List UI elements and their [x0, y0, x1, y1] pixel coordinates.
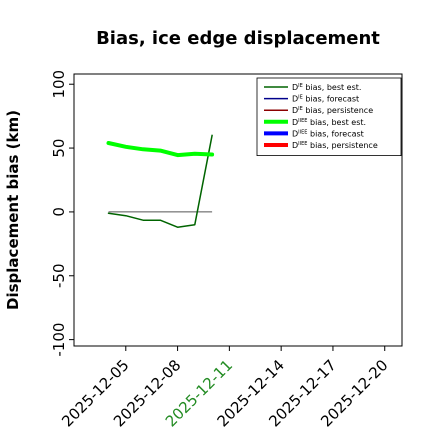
y-axis-label: Displacement bias (km) [4, 110, 22, 310]
x-ticks: 2025-12-052025-12-082025-12-112025-12-14… [58, 346, 392, 430]
series-layer [106, 134, 215, 228]
legend-entry: DIE bias, persistence [292, 106, 373, 115]
legend-entry: DIIEE bias, persistence [292, 141, 378, 150]
legend-entry: DIIEE bias, forecast [292, 129, 364, 138]
y-tick-label: 100 [50, 70, 68, 99]
legend-box [256, 77, 402, 156]
legend-entry: DIE bias, forecast [292, 95, 359, 104]
y-ticks: -100 -50 0 50 100 [50, 70, 74, 357]
legend-entry: DIE bias, best est. [292, 83, 361, 92]
legend: DIE bias, best est. DIE bias, forecast DIE… [256, 77, 402, 156]
y-tick-label: 50 [50, 139, 68, 158]
series-line-2 [106, 141, 215, 158]
y-tick-label: -100 [50, 323, 68, 357]
y-tick-label: 0 [50, 207, 68, 217]
chart-title: Bias, ice edge displacement [96, 28, 380, 49]
y-tick-label: -50 [50, 264, 68, 289]
legend-entry: DIIEE bias, best est. [292, 118, 366, 127]
plot-area [73, 73, 403, 347]
series-line-1 [107, 134, 213, 228]
